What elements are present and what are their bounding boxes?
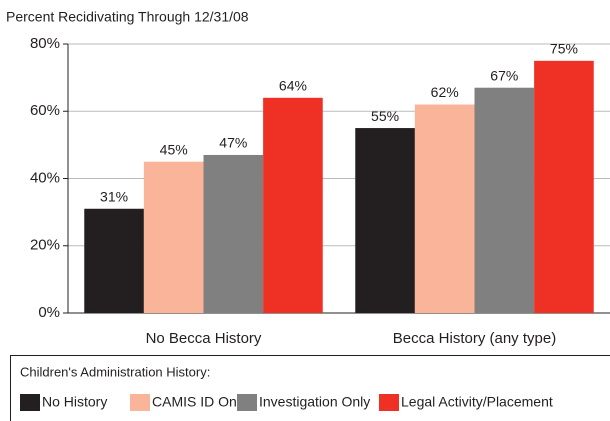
bar [143,161,204,313]
legend-label: Legal Activity/Placement [401,394,553,410]
value-label: 45% [160,141,188,157]
y-tick-label: 0% [38,304,60,321]
bar [534,60,594,313]
x-tick-label: Becca History (any type) [393,330,556,347]
bar [355,128,415,313]
value-label: 62% [431,84,459,100]
value-label: 31% [100,188,128,204]
legend-label: CAMIS ID Only [152,394,247,410]
value-label: 64% [279,78,307,94]
chart-title: Percent Recidivating Through 12/31/08 [6,9,249,25]
y-tick-label: 20% [30,237,60,254]
bar [84,208,144,313]
bar [414,104,475,314]
bar [263,97,323,313]
value-label: 67% [490,67,518,83]
y-tick-label: 60% [30,102,60,119]
value-label: 47% [219,135,247,151]
legend-swatch [130,394,150,411]
value-label: 75% [550,41,578,57]
value-label: 55% [371,108,399,124]
legend-swatch [237,394,257,411]
bar [474,87,535,314]
x-tick-label: No Becca History [146,330,262,347]
legend-title: Children's Administration History: [20,364,210,379]
legend-label: Investigation Only [259,394,370,410]
legend-swatch [379,394,399,411]
legend-label: No History [42,394,107,410]
legend-swatch [20,394,40,411]
legend-box [10,355,610,421]
y-tick-label: 80% [30,35,60,52]
bar [203,154,264,313]
y-tick-label: 40% [30,169,60,186]
